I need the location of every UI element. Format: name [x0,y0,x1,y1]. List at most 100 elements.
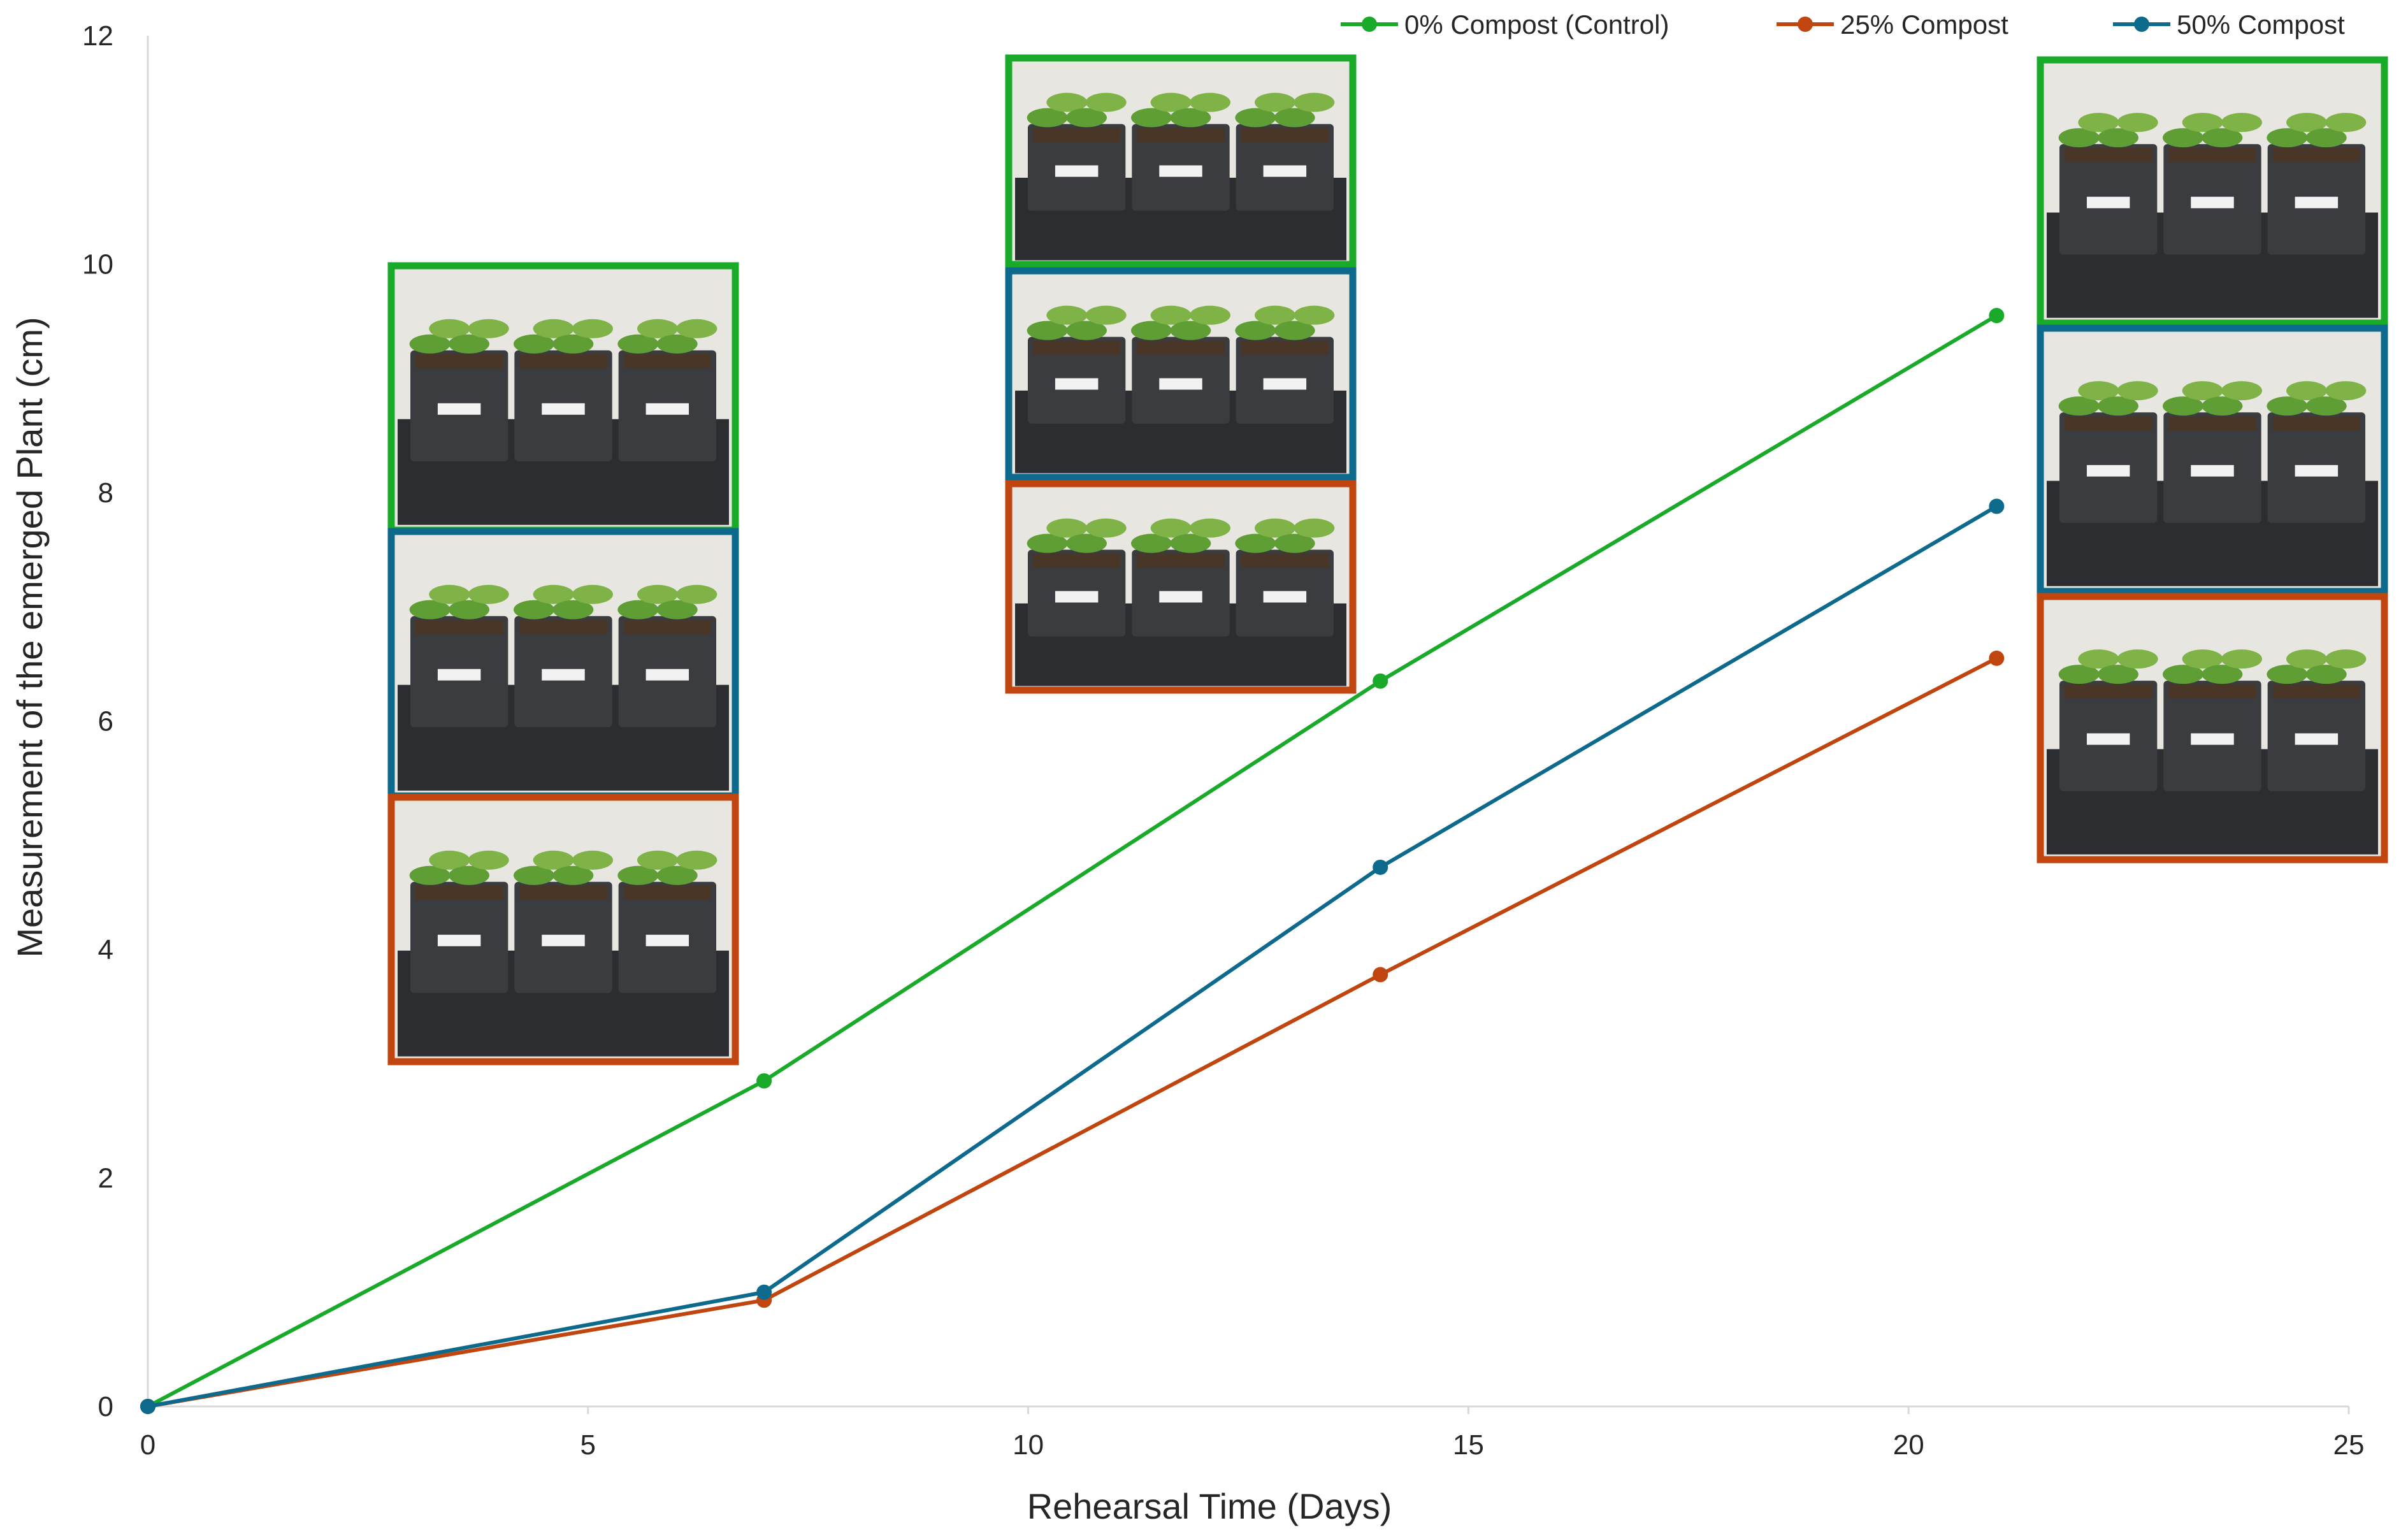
leaf [2163,665,2203,684]
photo-frame [1005,267,1357,481]
leaf [533,850,574,870]
leaf [2182,113,2223,133]
leaf [1150,518,1192,538]
leaf [656,865,698,885]
leaf [676,319,717,338]
data-point [1989,308,2005,324]
leaf [1046,305,1088,325]
soil [623,885,711,900]
soil [519,885,607,900]
leaf [1170,533,1211,553]
pot-label [2191,465,2234,477]
leaf [617,865,659,885]
leaf [676,850,717,870]
pot-label [1159,165,1202,177]
leaf [572,850,613,870]
leaf [1046,518,1088,538]
photo-group-day-21 [2037,56,2388,863]
leaf [514,600,554,619]
soil [1137,127,1225,142]
legend: 0% Compost (Control) 25% Compost 50% Compo… [1341,10,2345,40]
x-tick-label: 25 [2333,1429,2365,1461]
leaf [637,584,678,604]
leaf [449,334,489,354]
x-axis-title: Rehearsal Time (Days) [1027,1486,1392,1526]
soil [1137,553,1225,568]
data-point [140,1399,155,1414]
leaf [656,600,698,619]
legend-marker [1798,17,1813,32]
leaf [1066,533,1107,553]
leaf [1027,108,1068,127]
leaf [514,865,554,885]
leaf [2221,649,2262,669]
soil [2272,416,2360,431]
leaf [2202,396,2243,416]
leaf [2286,649,2327,669]
pot-label [1263,378,1307,390]
photo-frame [2037,324,2388,595]
pot-label [542,668,585,681]
photo-group-day-7 [387,262,739,1066]
y-tick-label: 4 [98,934,113,965]
leaf [1255,305,1295,325]
leaf [2221,113,2262,133]
data-point [756,1073,772,1089]
photo-border [1005,480,1357,694]
leaf [2202,665,2243,684]
leaf [2286,113,2327,133]
pot-label [2191,196,2234,208]
photo-group-day-14 [1005,54,1357,694]
x-tick-label: 10 [1013,1429,1044,1461]
photo-border [1005,54,1357,268]
legend-item: 0% Compost (Control) [1341,10,1669,40]
pot-label [437,934,481,946]
soil [415,619,503,634]
leaf [1085,305,1127,325]
x-tick-label: 5 [580,1429,596,1461]
leaf [676,584,717,604]
leaf [2098,665,2138,684]
leaf [533,584,574,604]
leaf [1085,92,1127,112]
series-lines [140,308,2005,1414]
leaf [1131,108,1172,127]
leaf [2286,381,2327,401]
x-tick-label: 15 [1453,1429,1484,1461]
leaf [1255,518,1295,538]
leaf [572,584,613,604]
leaf [429,850,470,870]
leaf [656,334,698,354]
soil [1137,340,1225,355]
leaf [2078,113,2119,133]
legend-item: 50% Compost [2113,10,2345,40]
pot-label [1055,165,1099,177]
leaf [2058,665,2100,684]
leaf [1085,518,1127,538]
legend-item: 25% Compost [1777,10,2008,40]
leaf [449,600,489,619]
y-tick-label: 2 [98,1163,113,1194]
soil [519,619,607,634]
photo-frame [387,528,739,800]
soil [623,619,711,634]
photo-frame [387,793,739,1066]
leaf [429,584,470,604]
pot-label [1159,378,1202,390]
y-axis-title: Measurement of the emerged Plant (cm) [10,317,50,957]
pot-label [542,403,585,415]
pot-label [437,403,481,415]
photo-frame [1005,54,1357,268]
leaf [2202,128,2243,148]
pot-label [645,668,689,681]
pot-label [2086,196,2130,208]
leaf [1190,305,1230,325]
leaf [468,319,509,338]
leaf [2325,113,2367,133]
pot-label [2295,465,2339,477]
data-point [1989,498,2005,514]
pot-label [1055,591,1099,603]
pot-label [2295,196,2339,208]
leaf [1190,92,1230,112]
